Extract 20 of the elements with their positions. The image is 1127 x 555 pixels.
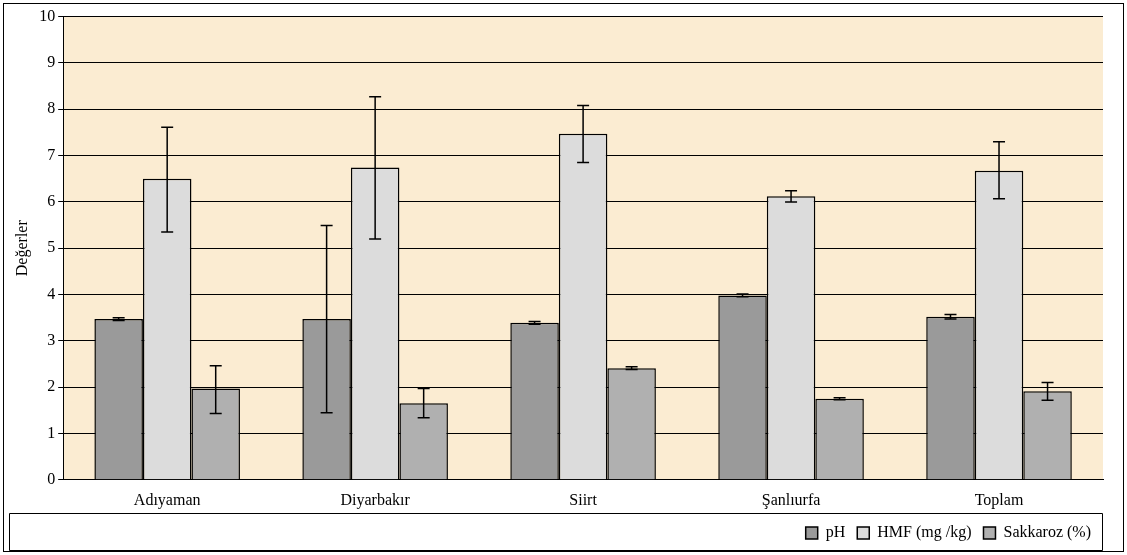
y-tick-label: 3 (47, 331, 56, 349)
y-tick-label: 6 (47, 192, 56, 210)
legend-label: HMF (mg /kg) (877, 523, 972, 542)
y-tick-label: 5 (47, 238, 56, 256)
x-tick-label: Toplam (974, 490, 1024, 509)
y-tick-label: 2 (47, 377, 56, 395)
x-tick-label: Adıyaman (133, 490, 201, 509)
y-tick-label: 4 (47, 284, 56, 302)
legend-label: Sakkaroz (%) (1003, 523, 1091, 542)
y-tick-label: 1 (47, 423, 56, 441)
x-tick-label: Diyarbakır (340, 490, 411, 509)
y-tick-label: 0 (47, 470, 56, 487)
x-tick-label: Şanlıurfa (761, 490, 821, 509)
y-axis-title: Değerler (12, 219, 31, 277)
legend-label: pH (825, 523, 846, 542)
y-tick-label: 10 (39, 6, 56, 24)
x-tick-label: Siirt (569, 490, 598, 508)
y-tick-label: 9 (47, 53, 56, 71)
y-tick-label: 8 (47, 99, 56, 117)
y-tick-label: 7 (47, 145, 56, 163)
